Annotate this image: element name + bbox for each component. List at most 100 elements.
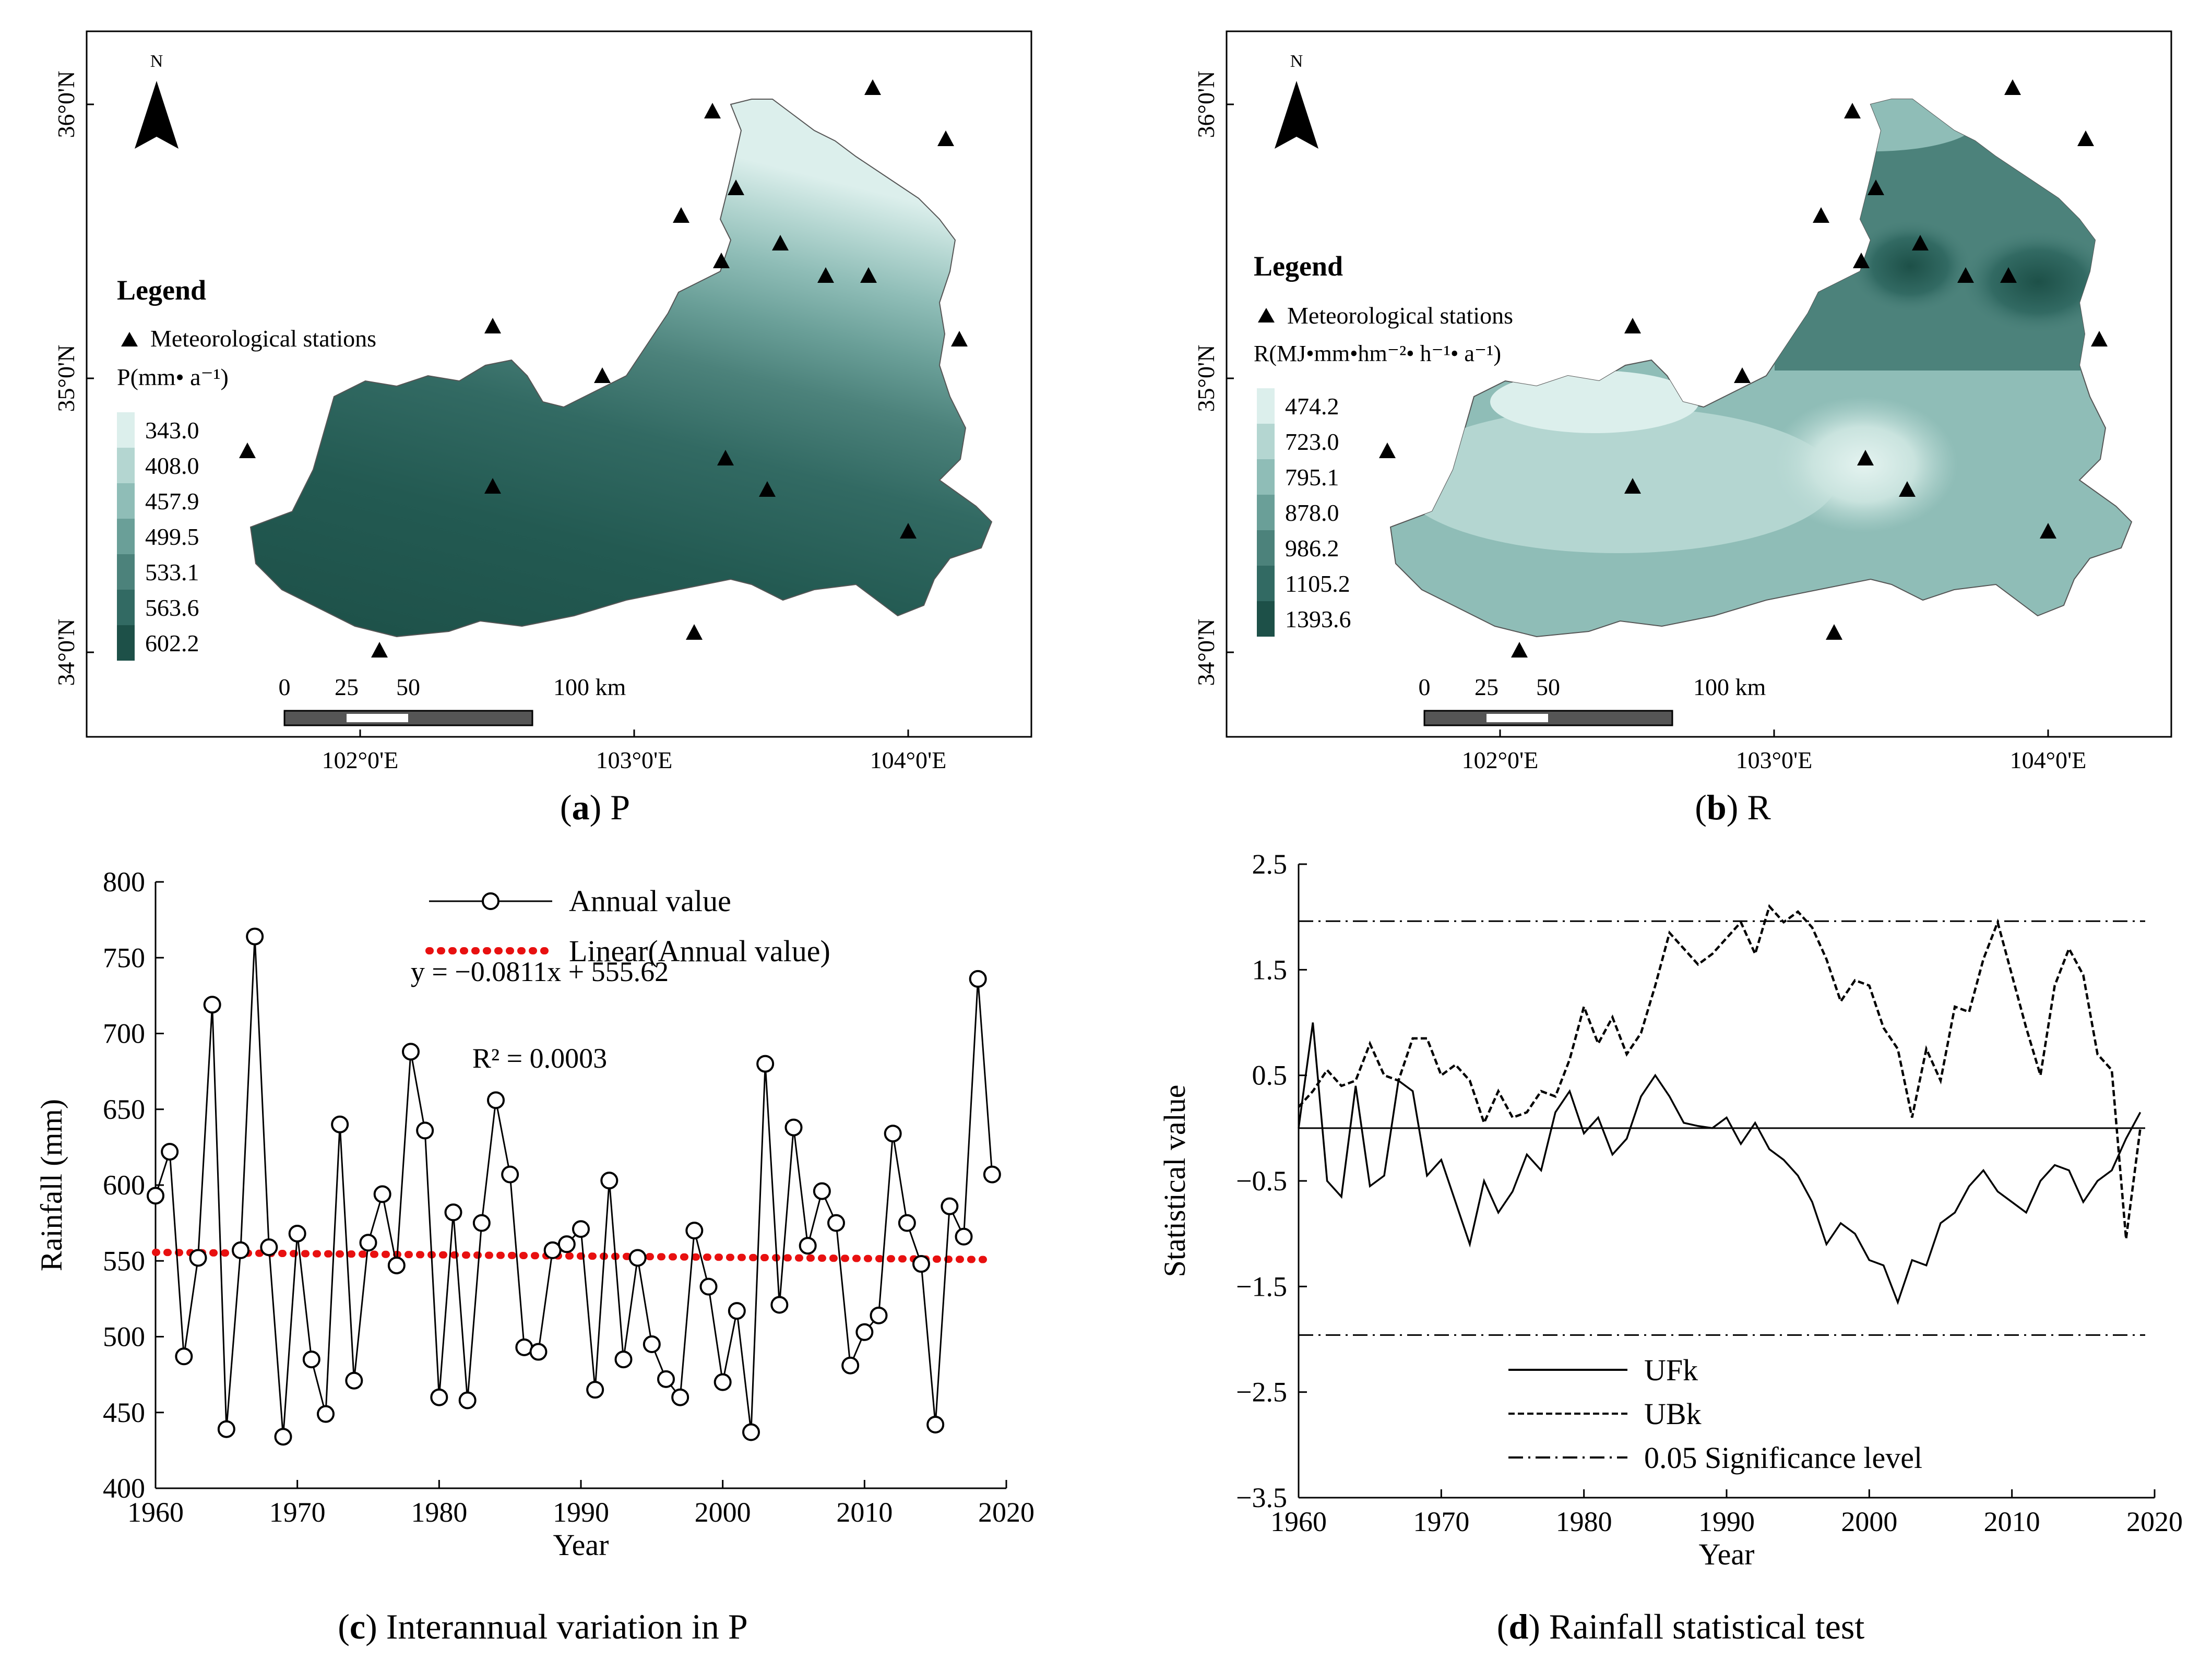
class-swatch: [1257, 495, 1275, 530]
station-marker: [2004, 79, 2021, 95]
legend-label: UBk: [1644, 1397, 1702, 1431]
annual-point: [203, 996, 221, 1014]
caption-d: (d) Rainfall statistical test: [1497, 1607, 1865, 1646]
ubk-line: [1298, 904, 2142, 1239]
y-tick-label: 800: [103, 866, 145, 898]
annual-point: [699, 1277, 718, 1296]
r-high-2: [1960, 230, 2116, 334]
class-label: 533.1: [145, 559, 199, 585]
station-marker: [1912, 235, 1929, 250]
scale-bar-bar: [283, 710, 533, 726]
annual-point: [373, 1185, 391, 1203]
class-swatch: [1257, 424, 1275, 459]
x-tick-label: 2000: [1841, 1506, 1897, 1537]
station-marker: [1899, 481, 1916, 497]
legend-annual-label: Annual value: [569, 884, 731, 918]
station-marker: [484, 478, 501, 494]
y-tick-label: 750: [103, 942, 145, 973]
station-marker: [951, 331, 968, 346]
y-tick-label: 500: [103, 1321, 145, 1353]
legend-title: Legend: [117, 274, 206, 306]
station-marker: [1853, 253, 1870, 268]
annual-point: [955, 1227, 973, 1246]
annual-point: [161, 1143, 179, 1161]
station-marker: [2077, 130, 2094, 146]
annual-point: [387, 1256, 406, 1274]
annual-point: [628, 1249, 647, 1267]
annual-point: [359, 1234, 377, 1252]
annual-point: [671, 1388, 689, 1406]
lat-label: 36°0'N: [53, 71, 79, 138]
panel-d-chart: −3.5 −2.5 −1.5 −0.5 0.5 1.5 2.5 1960 1970 1980 199…: [1158, 849, 2183, 1646]
annual-point: [260, 1238, 278, 1257]
station-marker: [371, 642, 388, 658]
scale-bar-bar: [1423, 710, 1673, 726]
station-marker: [1624, 478, 1641, 494]
station-marker: [1868, 180, 1884, 195]
y-tick-label: 650: [103, 1094, 145, 1125]
scale-label: 0: [1419, 674, 1431, 700]
annual-point: [884, 1125, 902, 1143]
lat-label: 35°0'N: [1193, 345, 1219, 412]
annual-point: [657, 1370, 675, 1388]
annual-point: [402, 1043, 420, 1061]
x-tick-label: 1970: [269, 1497, 326, 1528]
stations-legend-label: Meteorological stations: [150, 325, 376, 352]
annual-point: [827, 1214, 845, 1232]
latitude-labels: 36°0'N 35°0'N 34°0'N: [53, 71, 94, 686]
x-axis-label: Year: [1699, 1537, 1755, 1571]
y-tick-label: −3.5: [1236, 1482, 1287, 1513]
annual-point: [784, 1118, 803, 1137]
chart-c-plot: 400 450 500 550 600 650 700 750 800 1960 1970 1980 1…: [34, 866, 1034, 1562]
annual-point: [444, 1203, 462, 1222]
north-label: N: [150, 52, 163, 71]
annual-point: [898, 1214, 916, 1232]
class-swatch: [117, 448, 135, 483]
annual-point: [614, 1351, 633, 1369]
y-tick-label: 400: [103, 1473, 145, 1504]
annual-point: [472, 1214, 491, 1232]
class-swatch: [117, 483, 135, 519]
legend-label: 0.05 Significance level: [1644, 1441, 1922, 1475]
station-marker: [673, 207, 689, 223]
class-swatch: [1257, 388, 1275, 424]
x-tick-label: 2000: [695, 1497, 751, 1528]
north-arrow-icon: [1275, 81, 1297, 149]
annual-point: [728, 1302, 746, 1320]
lon-label: 104°0'E: [870, 747, 947, 773]
annual-point: [813, 1182, 831, 1200]
station-marker: [1957, 267, 1974, 283]
annual-point: [912, 1255, 930, 1273]
x-tick-label: 1990: [1698, 1506, 1755, 1537]
y-tick-label: 550: [103, 1245, 145, 1276]
y-tick-label: 2.5: [1252, 849, 1288, 880]
x-axis-label: Year: [553, 1528, 609, 1562]
y-tick-label: 600: [103, 1169, 145, 1201]
station-marker: [1511, 642, 1528, 658]
class-swatch: [117, 412, 135, 448]
station-marker: [728, 180, 744, 195]
annual-point: [331, 1115, 349, 1133]
scale-label: 0: [279, 674, 291, 700]
x-tick-label: 1960: [1270, 1506, 1327, 1537]
north-arrow-icon-right: [1297, 81, 1318, 149]
class-label: 563.6: [145, 594, 199, 621]
scale-bar: 0 25 50 100 km: [279, 674, 626, 726]
panel-a-map: N Legend Meteorological stations P(mm• a…: [53, 30, 1032, 827]
x-tick-label: 2010: [836, 1497, 893, 1528]
class-label: 457.9: [145, 488, 199, 515]
x-tick-label: 1960: [127, 1497, 184, 1528]
scale-label: 100 km: [1693, 674, 1766, 700]
annual-point: [147, 1187, 164, 1205]
chart-d-plot: −3.5 −2.5 −1.5 −0.5 0.5 1.5 2.5 1960 1970 1980 199…: [1158, 849, 2183, 1571]
class-label: 474.2: [1285, 393, 1339, 420]
r-high-1: [1848, 219, 1973, 313]
ufk-line: [1298, 1022, 2142, 1305]
annual-point: [345, 1371, 363, 1390]
class-swatch: [117, 554, 135, 590]
station-marker: [1379, 443, 1396, 458]
class-label: 723.0: [1285, 428, 1339, 455]
class-label: 499.5: [145, 523, 199, 550]
class-legend: 343.0 408.0 457.9 499.5 533.1 563.6 602.2: [117, 412, 199, 661]
longitude-labels: 102°0'E 103°0'E 104°0'E: [322, 730, 947, 773]
